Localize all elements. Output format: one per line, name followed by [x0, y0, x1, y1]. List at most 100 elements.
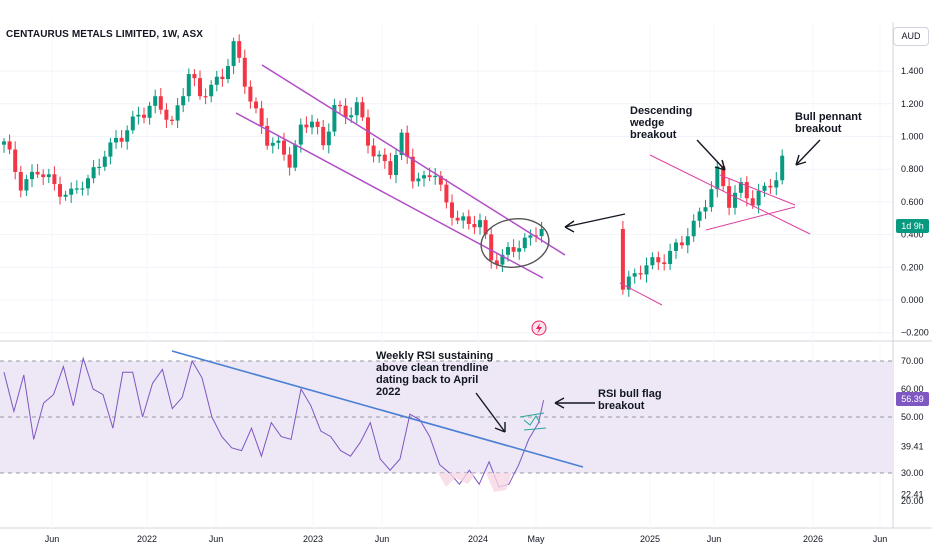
candle-body — [422, 175, 426, 179]
candle-body — [30, 171, 34, 180]
candle-body — [489, 234, 494, 261]
candle-body — [662, 262, 667, 265]
candle-body — [142, 114, 146, 118]
candle-body — [528, 235, 533, 238]
candle-body — [750, 198, 755, 206]
rsi-value-tag: 56.39 — [896, 392, 929, 406]
candle-body — [74, 188, 79, 190]
candle-body — [63, 194, 68, 197]
candle-body — [119, 137, 124, 142]
candle-body — [254, 101, 258, 109]
candle-body — [214, 76, 219, 85]
candle-body — [644, 265, 649, 275]
candle-body — [270, 142, 275, 146]
candle-body — [354, 102, 359, 116]
candle-body — [158, 96, 163, 110]
candle-body — [298, 124, 303, 145]
candle-body — [650, 257, 655, 266]
candle-body — [242, 57, 247, 87]
candle-body — [287, 154, 292, 168]
candle-body — [461, 216, 466, 221]
candle-body — [668, 250, 673, 265]
candle-body — [416, 178, 421, 182]
candle-body — [259, 108, 264, 126]
candle-body — [237, 41, 242, 58]
candle-body — [410, 156, 415, 182]
candle-body — [170, 119, 174, 121]
currency-button[interactable]: AUD — [893, 27, 929, 46]
candle-body — [102, 156, 107, 167]
candle-body — [315, 121, 320, 127]
pennant-arrow-shaft — [795, 139, 821, 166]
candle-body — [768, 185, 773, 188]
candle-body — [427, 175, 432, 178]
candle-body — [164, 109, 169, 120]
candle-body — [444, 184, 449, 203]
candle-body — [511, 247, 516, 252]
time-tick-label: 2022 — [137, 534, 157, 544]
rsi-flag-arrow-head — [554, 397, 565, 409]
candle-body — [181, 96, 186, 106]
time-tick-label: Jun — [45, 534, 60, 544]
candle-body — [780, 155, 785, 181]
candle-body — [455, 217, 460, 221]
candle-body — [656, 257, 661, 263]
price-tick-label: −0.200 — [901, 328, 929, 338]
candle-body — [371, 145, 376, 157]
candle-body — [715, 166, 720, 190]
candle-body — [332, 104, 337, 132]
candle-body — [130, 116, 135, 131]
rsi-arrow-shaft — [475, 392, 506, 433]
candle-body — [265, 125, 270, 146]
candle-body — [632, 273, 637, 277]
chart-title: CENTAURUS METALS LIMITED, 1W, ASX — [6, 29, 204, 40]
rsi-trendline — [171, 350, 584, 468]
candle-body — [153, 96, 158, 106]
candle-body — [685, 236, 690, 246]
candle-body — [80, 188, 85, 190]
candle-body — [175, 105, 180, 121]
candle-body — [310, 121, 314, 128]
candle-body — [226, 66, 230, 80]
candle-body — [18, 171, 23, 191]
candle-body — [343, 105, 348, 118]
candle-body — [114, 137, 118, 143]
candle-body — [494, 260, 499, 265]
rsi-tick-label: 30.00 — [901, 468, 924, 478]
breakout-circle — [480, 218, 550, 268]
candle-body — [382, 154, 387, 162]
candle-body — [248, 86, 253, 102]
rsi-tick-label: 39.41 — [901, 442, 924, 452]
candle-body — [147, 105, 152, 118]
candle-body — [41, 174, 46, 178]
time-tick-label: Jun — [707, 534, 722, 544]
candle-body — [517, 248, 522, 252]
arrow-head — [564, 220, 575, 233]
candle-body — [377, 154, 382, 157]
candle-body — [433, 175, 438, 178]
arrow-shaft — [564, 213, 626, 228]
candle-body — [136, 114, 141, 117]
candle-body — [69, 188, 74, 195]
lightning-icon — [536, 323, 542, 334]
annotation-wedge: Descending wedge breakout — [630, 105, 693, 141]
rsi-tick-label: 20.00 — [901, 496, 924, 506]
candle-body — [282, 140, 286, 155]
candle-body — [58, 184, 62, 197]
candle-body — [203, 96, 208, 98]
candle-body — [186, 74, 191, 97]
candle-body — [304, 124, 309, 128]
candle-body — [360, 102, 365, 118]
candle-body — [388, 161, 393, 176]
wedge-arrow-shaft — [696, 139, 726, 171]
candle-body — [2, 141, 6, 145]
candle-body — [738, 182, 743, 193]
candle-body — [220, 76, 225, 80]
rsi-tick-label: 50.00 — [901, 412, 924, 422]
candle-body — [709, 189, 714, 208]
candle-body — [13, 149, 18, 172]
channel-lower-line — [235, 112, 544, 279]
candle-body — [293, 144, 298, 168]
candle-body — [762, 185, 767, 191]
